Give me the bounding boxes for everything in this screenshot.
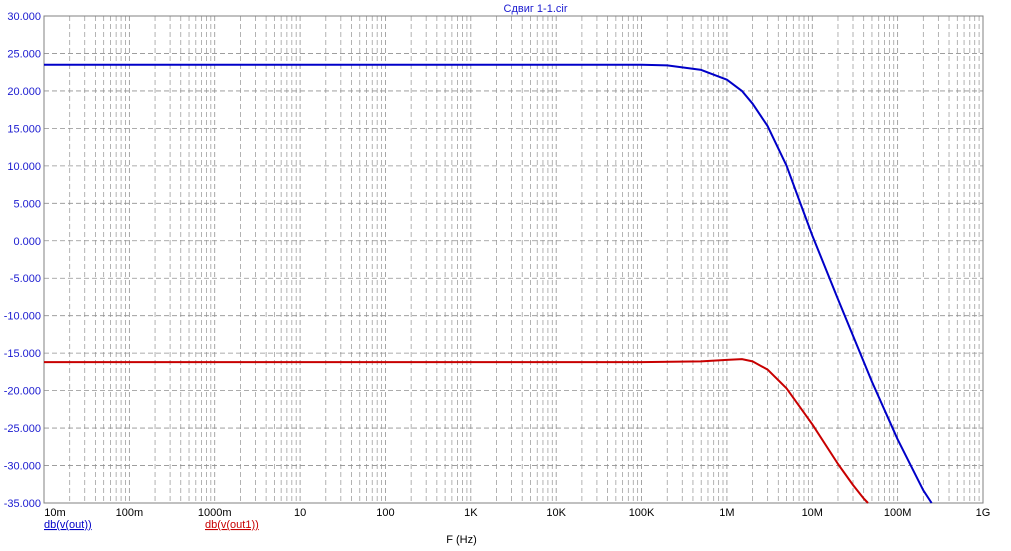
legend-item-1: db(v(out)) <box>44 519 92 531</box>
y-axis-ticks: 30.000 25.000 20.000 15.000 10.000 5.000 0.000… <box>4 11 41 510</box>
x-tick-label: 1M <box>719 507 734 519</box>
x-tick-label: 10 <box>294 507 306 519</box>
x-tick-label: 1000m <box>198 507 232 519</box>
y-tick-label: 0.000 <box>13 236 41 248</box>
y-tick-label: -30.000 <box>4 461 41 473</box>
x-axis-label: F (Hz) <box>446 534 477 546</box>
y-tick-label: -35.000 <box>4 498 41 510</box>
y-tick-label: 30.000 <box>7 11 41 23</box>
y-tick-label: -10.000 <box>4 311 41 323</box>
y-tick-label: -5.000 <box>10 273 41 285</box>
series-layer <box>44 63 933 504</box>
legend-item-2: db(v(out1)) <box>205 519 259 531</box>
series-line-2 <box>44 358 869 504</box>
chart-title: Сдвиг 1-1.cir <box>504 3 568 15</box>
series-line-1 <box>44 63 933 504</box>
y-tick-label: -25.000 <box>4 423 41 435</box>
x-axis-ticks: 10m 100m 1000m 10 100 1K 10K 100K 1M 10M 100M 1G <box>44 507 990 519</box>
y-tick-label: 15.000 <box>7 123 41 135</box>
plot-frame <box>43 15 984 504</box>
y-tick-label: 25.000 <box>7 48 41 60</box>
x-tick-label: 1G <box>976 507 991 519</box>
legend: db(v(out)) db(v(out1)) <box>44 519 259 531</box>
x-tick-label: 100M <box>884 507 912 519</box>
grid-minor-lines <box>69 16 980 503</box>
x-tick-label: 10M <box>802 507 823 519</box>
y-tick-label: 10.000 <box>7 161 41 173</box>
y-tick-label: 20.000 <box>7 86 41 98</box>
y-tick-label: -20.000 <box>4 386 41 398</box>
y-tick-label: -15.000 <box>4 348 41 360</box>
x-tick-label: 10K <box>546 507 566 519</box>
x-tick-label: 100 <box>376 507 394 519</box>
x-tick-label: 10m <box>44 507 65 519</box>
x-tick-label: 1K <box>464 507 478 519</box>
grid-major-lines <box>43 15 984 504</box>
y-tick-label: 5.000 <box>13 198 41 210</box>
x-tick-label: 100m <box>116 507 144 519</box>
x-tick-label: 100K <box>629 507 655 519</box>
